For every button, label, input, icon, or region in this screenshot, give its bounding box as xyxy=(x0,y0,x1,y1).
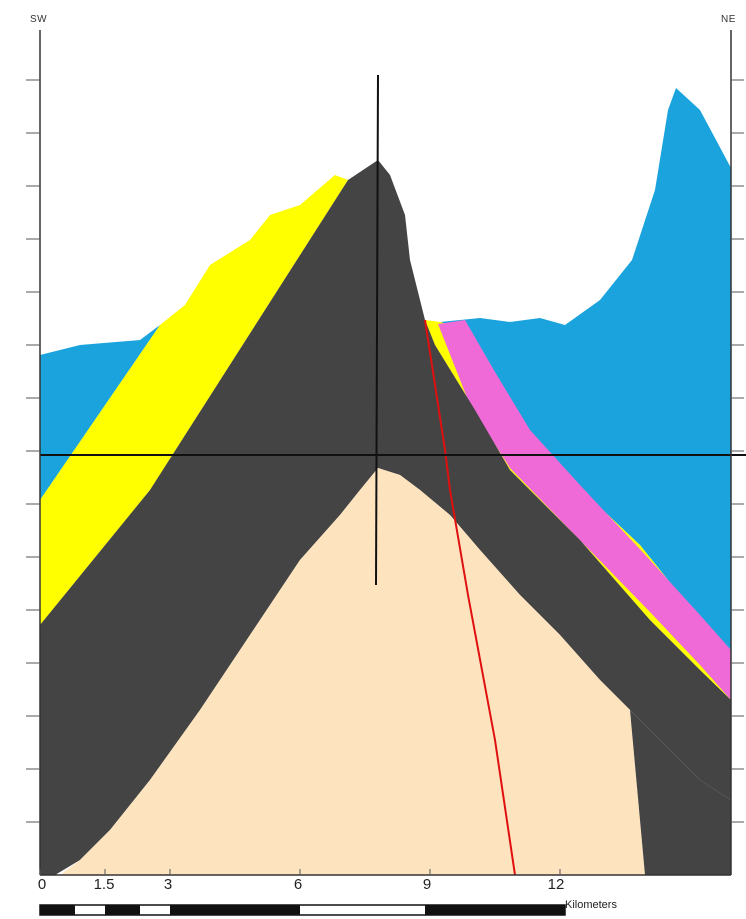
scale-bar-segment xyxy=(105,905,140,915)
distance-tick-label: 6 xyxy=(293,876,303,893)
distance-tick-label: 9 xyxy=(422,876,432,893)
layer-thin-right xyxy=(438,320,731,700)
scale-bar-segment xyxy=(425,905,565,915)
distance-tick-label: 12 xyxy=(547,876,565,893)
scale-bar-segment xyxy=(40,905,75,915)
vertical-reference-line xyxy=(375,74,379,586)
bottom-axis-ticks xyxy=(39,869,561,875)
layer-cover-right xyxy=(440,88,731,652)
layer-dark-lower-right xyxy=(630,710,731,875)
left-axis-ticks xyxy=(26,79,40,823)
distance-tick-label: 3 xyxy=(163,876,173,893)
ne-label: NE xyxy=(721,14,736,25)
fault-line xyxy=(424,319,516,876)
layer-upper-left xyxy=(40,175,348,625)
layer-dark xyxy=(40,160,731,875)
right-axis-ticks xyxy=(731,79,744,823)
sw-label: SW xyxy=(30,14,48,25)
distance-unit-label: Kilometers xyxy=(565,899,617,911)
distance-tick-label: 1.5 xyxy=(93,876,115,893)
scale-bar xyxy=(39,904,566,916)
layer-basement xyxy=(60,468,645,875)
scale-bar-segment xyxy=(170,905,300,915)
distance-tick-label: 0 xyxy=(37,876,47,893)
